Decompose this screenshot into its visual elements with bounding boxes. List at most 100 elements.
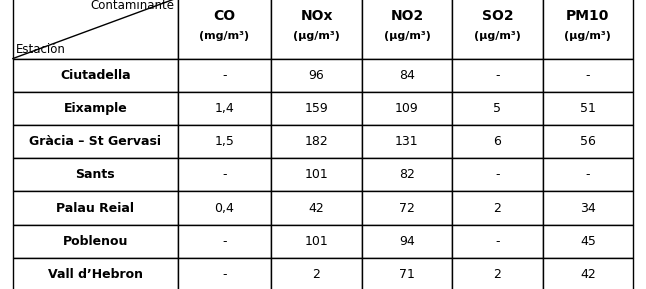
Bar: [13, 58, 178, 92]
Text: 72: 72: [399, 202, 415, 214]
Text: 101: 101: [305, 235, 328, 248]
Text: Poblenou: Poblenou: [63, 235, 128, 248]
Bar: [13, 191, 178, 225]
Bar: [271, 0, 362, 58]
Text: 42: 42: [309, 202, 324, 214]
Text: CO: CO: [213, 9, 236, 23]
Text: 182: 182: [305, 135, 328, 148]
Bar: [543, 125, 633, 158]
Bar: [178, 92, 271, 125]
Text: 82: 82: [399, 168, 415, 181]
Text: Gràcia – St Gervasi: Gràcia – St Gervasi: [29, 135, 162, 148]
Text: (μg/m³): (μg/m³): [474, 31, 521, 41]
Text: 0,4: 0,4: [214, 202, 234, 214]
Bar: [543, 0, 633, 58]
Bar: [13, 125, 178, 158]
Text: 1,5: 1,5: [214, 135, 234, 148]
Text: (μg/m³): (μg/m³): [293, 31, 340, 41]
Bar: [13, 92, 178, 125]
Text: Sants: Sants: [76, 168, 115, 181]
Bar: [362, 92, 452, 125]
Bar: [178, 225, 271, 258]
Bar: [452, 92, 543, 125]
Bar: [271, 125, 362, 158]
Text: -: -: [222, 69, 227, 81]
Text: 42: 42: [580, 268, 596, 281]
Text: Vall d’Hebron: Vall d’Hebron: [48, 268, 143, 281]
Bar: [543, 191, 633, 225]
Text: 84: 84: [399, 69, 415, 81]
Bar: [13, 0, 178, 58]
Text: -: -: [586, 69, 590, 81]
Text: 96: 96: [309, 69, 324, 81]
Bar: [452, 58, 543, 92]
Bar: [543, 92, 633, 125]
Text: 94: 94: [399, 235, 415, 248]
Bar: [543, 225, 633, 258]
Text: 5: 5: [494, 102, 501, 115]
Bar: [543, 158, 633, 191]
Text: -: -: [495, 168, 499, 181]
Bar: [13, 158, 178, 191]
Bar: [362, 258, 452, 289]
Text: (μg/m³): (μg/m³): [384, 31, 430, 41]
Bar: [452, 125, 543, 158]
Bar: [178, 191, 271, 225]
Bar: [178, 0, 271, 58]
Text: PM10: PM10: [566, 9, 610, 23]
Text: 56: 56: [580, 135, 596, 148]
Text: Palau Reial: Palau Reial: [56, 202, 134, 214]
Text: 34: 34: [580, 202, 596, 214]
Text: -: -: [222, 168, 227, 181]
Text: 2: 2: [313, 268, 320, 281]
Text: (μg/m³): (μg/m³): [565, 31, 611, 41]
Text: Ciutadella: Ciutadella: [60, 69, 130, 81]
Text: 159: 159: [305, 102, 328, 115]
Bar: [271, 92, 362, 125]
Text: 131: 131: [395, 135, 419, 148]
Bar: [178, 158, 271, 191]
Bar: [362, 125, 452, 158]
Bar: [362, 58, 452, 92]
Text: -: -: [495, 235, 499, 248]
Bar: [452, 0, 543, 58]
Text: Contaminante: Contaminante: [90, 0, 174, 12]
Bar: [362, 0, 452, 58]
Text: 51: 51: [580, 102, 596, 115]
Text: 6: 6: [494, 135, 501, 148]
Bar: [178, 125, 271, 158]
Bar: [271, 258, 362, 289]
Text: NO2: NO2: [390, 9, 424, 23]
Bar: [13, 225, 178, 258]
Bar: [13, 258, 178, 289]
Text: Eixample: Eixample: [63, 102, 127, 115]
Text: NOx: NOx: [300, 9, 333, 23]
Bar: [452, 258, 543, 289]
Bar: [178, 58, 271, 92]
Text: -: -: [495, 69, 499, 81]
Bar: [452, 225, 543, 258]
Bar: [271, 225, 362, 258]
Bar: [362, 191, 452, 225]
Text: 101: 101: [305, 168, 328, 181]
Text: (mg/m³): (mg/m³): [200, 31, 249, 41]
Text: 45: 45: [580, 235, 596, 248]
Text: 2: 2: [494, 268, 501, 281]
Bar: [362, 158, 452, 191]
Bar: [452, 191, 543, 225]
Bar: [271, 191, 362, 225]
Bar: [452, 158, 543, 191]
Bar: [543, 58, 633, 92]
Bar: [178, 258, 271, 289]
Text: 109: 109: [395, 102, 419, 115]
Bar: [362, 225, 452, 258]
Text: -: -: [222, 235, 227, 248]
Text: -: -: [586, 168, 590, 181]
Text: Estación: Estación: [16, 43, 66, 55]
Bar: [271, 58, 362, 92]
Text: 2: 2: [494, 202, 501, 214]
Text: SO2: SO2: [482, 9, 513, 23]
Bar: [543, 258, 633, 289]
Text: -: -: [222, 268, 227, 281]
Bar: [271, 158, 362, 191]
